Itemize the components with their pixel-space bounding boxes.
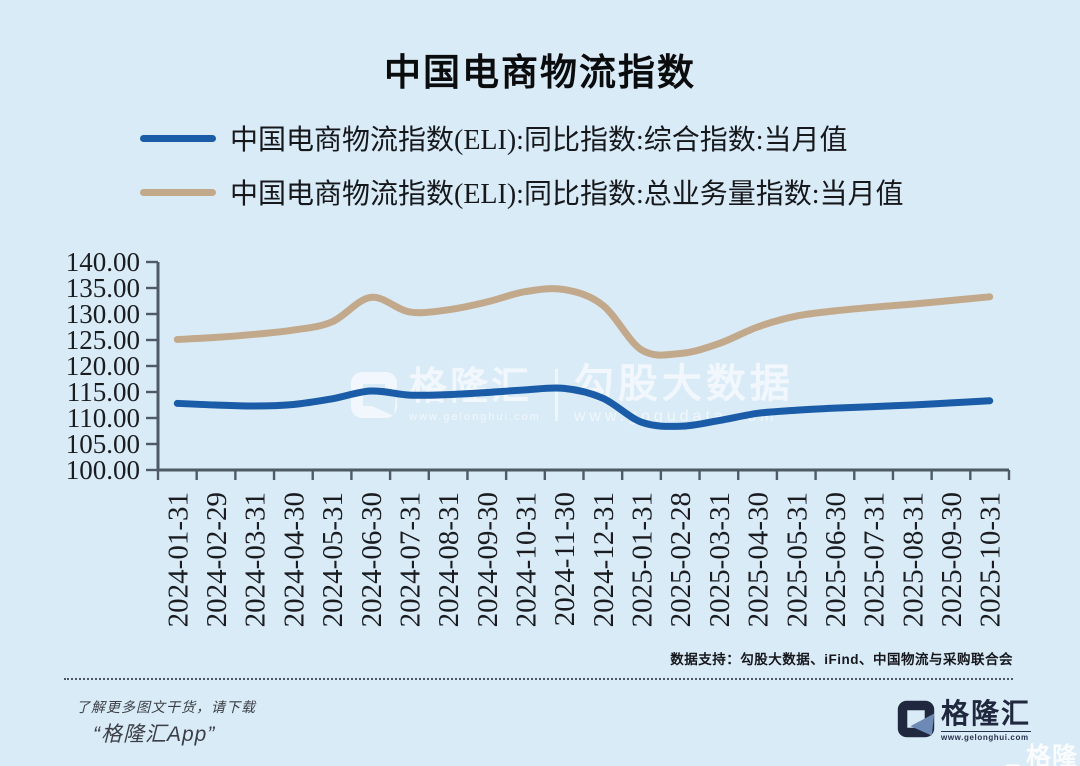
y-axis-tick-label: 120.00: [66, 351, 140, 381]
corner-watermark: 格隆汇: [1004, 737, 1080, 766]
gelonghui-logo-icon: [1005, 764, 1021, 766]
center-watermark: 格隆汇 www.gelonghui.com 勾股大数据 www.gogudata…: [350, 364, 794, 426]
x-axis-tick-label: 2025-05-31: [781, 492, 813, 627]
x-axis-tick-label: 2024-05-31: [317, 492, 349, 627]
x-axis-tick-label: 2024-08-31: [433, 492, 465, 627]
app-name-text: “格隆汇App”: [93, 723, 216, 746]
legend: 中国电商物流指数(ELI):同比指数:综合指数:当月值 中国电商物流指数(ELI…: [140, 120, 904, 228]
x-axis-tick-label: 2025-04-30: [743, 492, 775, 627]
x-axis-tick-label: 2024-10-31: [510, 492, 542, 627]
y-axis-tick-label: 135.00: [66, 273, 140, 303]
footer-logo-text-block: 格隆汇 www.gelonghui.com: [941, 698, 1032, 742]
x-axis-tick-label: 2024-04-30: [278, 492, 310, 627]
watermark-brand-block: 格隆汇 www.gelonghui.com: [409, 368, 541, 423]
series-line-volume-index: [173, 285, 994, 359]
x-axis-tick-label: 2025-02-28: [665, 492, 697, 627]
y-axis-tick-label: 100.00: [66, 455, 140, 485]
x-axis-tick-label: 2025-07-31: [859, 492, 891, 627]
promo-text: 了解更多图文干货，请下载: [76, 699, 256, 715]
watermark-product-text: 勾股大数据: [573, 362, 794, 406]
footer-divider: [64, 678, 1013, 680]
footer-logo: 格隆汇 www.gelonghui.com: [897, 698, 1032, 742]
y-axis-tick-label: 130.00: [66, 299, 140, 329]
y-axis-tick-label: 110.00: [67, 403, 140, 433]
x-axis-tick-label: 2025-01-31: [627, 492, 659, 627]
x-axis-tick-label: 2025-10-31: [975, 492, 1007, 627]
x-axis-tick-label: 2024-03-31: [240, 492, 272, 627]
legend-line-swatch-composite: [140, 134, 216, 142]
y-axis-tick-label: 115.00: [67, 377, 140, 407]
y-axis-tick-label: 125.00: [66, 325, 140, 355]
footer-logo-brand: 格隆汇: [941, 698, 1032, 729]
data-support-note: 数据支持：勾股大数据、iFind、中国物流与采购联合会: [670, 652, 1013, 667]
logo-arrow: [910, 713, 935, 736]
y-axis-tick-label: 105.00: [66, 429, 140, 459]
legend-label-volume: 中国电商物流指数(ELI):同比指数:总业务量指数:当月值: [230, 179, 904, 210]
legend-label-composite: 中国电商物流指数(ELI):同比指数:综合指数:当月值: [230, 125, 848, 156]
x-axis-tick-label: 2024-09-30: [472, 492, 504, 627]
corner-watermark-brand: 格隆汇: [1026, 743, 1079, 766]
watermark-divider: [554, 369, 558, 421]
x-axis-tick-label: 2024-07-31: [394, 492, 426, 627]
x-axis-tick-label: 2025-09-30: [936, 492, 968, 627]
x-axis-tick-label: 2024-01-31: [162, 492, 194, 627]
series-line-composite-index: [173, 384, 994, 430]
x-axis-tick-label: 2024-06-30: [356, 492, 388, 627]
legend-item-volume-index: 中国电商物流指数(ELI):同比指数:总业务量指数:当月值: [140, 174, 904, 210]
x-axis-tick-label: 2024-11-30: [549, 492, 581, 626]
x-axis-tick-label: 2025-03-31: [704, 492, 736, 627]
footer-logo-site: www.gelonghui.com: [941, 731, 1032, 742]
x-axis-tick-label: 2024-12-31: [588, 492, 620, 627]
x-axis-tick-label: 2024-02-29: [201, 492, 233, 627]
legend-item-composite-index: 中国电商物流指数(ELI):同比指数:综合指数:当月值: [140, 120, 904, 156]
legend-line-swatch-volume: [140, 188, 216, 196]
x-axis-tick-label: 2025-08-31: [897, 492, 929, 627]
page-title: 中国电商物流指数: [384, 52, 696, 93]
x-axis-tick-label: 2025-06-30: [820, 492, 852, 627]
watermark-brand-text: 格隆汇: [409, 365, 533, 408]
y-axis-tick-label: 140.00: [66, 247, 140, 277]
watermark-brand-site: www.gelonghui.com: [409, 410, 541, 423]
gelonghui-logo-icon: [897, 700, 935, 738]
